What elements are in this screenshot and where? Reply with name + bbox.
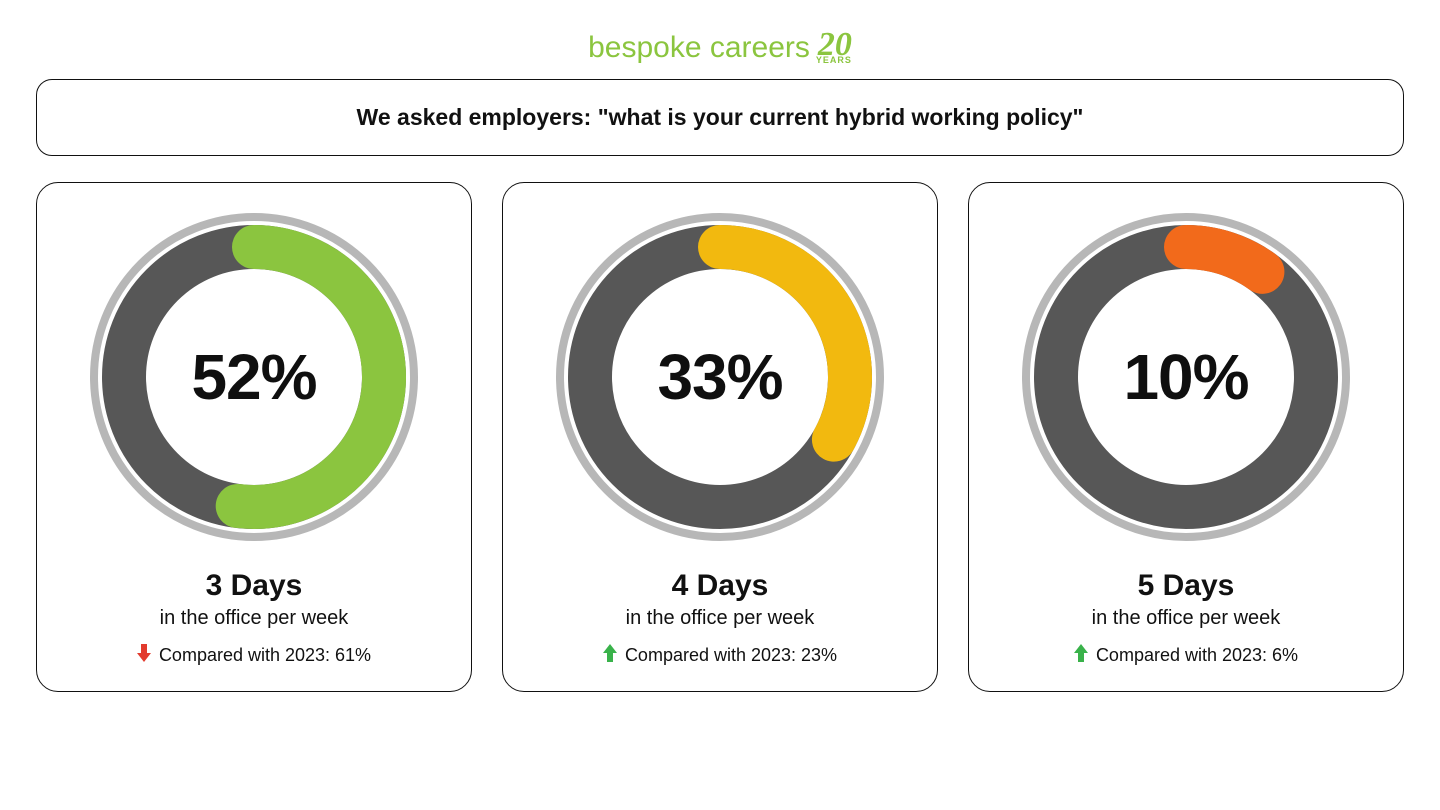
donut-center: 33%: [550, 207, 890, 547]
card-compare: Compared with 2023: 6%: [1074, 644, 1298, 667]
donut-chart: 33%: [550, 207, 890, 547]
arrow-up-icon: [1074, 644, 1088, 667]
donut-center: 10%: [1016, 207, 1356, 547]
stat-card: 52% 3 Days in the office per week Compar…: [36, 182, 472, 692]
logo-years: YEARS: [816, 56, 852, 65]
donut-percent-label: 33%: [657, 340, 782, 414]
donut-chart: 10%: [1016, 207, 1356, 547]
arrow-up-icon: [603, 644, 617, 667]
page: bespoke careers 20 YEARS We asked employ…: [0, 0, 1440, 810]
donut-percent-label: 52%: [191, 340, 316, 414]
donut-percent-label: 10%: [1123, 340, 1248, 414]
compare-text: Compared with 2023: 61%: [159, 645, 371, 666]
card-title: 4 Days: [672, 569, 769, 603]
compare-text: Compared with 2023: 6%: [1096, 645, 1298, 666]
compare-text: Compared with 2023: 23%: [625, 645, 837, 666]
card-compare: Compared with 2023: 23%: [603, 644, 837, 667]
card-compare: Compared with 2023: 61%: [137, 644, 371, 667]
title-bar: We asked employers: "what is your curren…: [36, 79, 1404, 156]
donut-chart: 52%: [84, 207, 424, 547]
stat-card: 10% 5 Days in the office per week Compar…: [968, 182, 1404, 692]
card-subtitle: in the office per week: [626, 607, 815, 630]
card-subtitle: in the office per week: [1092, 607, 1281, 630]
card-title: 3 Days: [206, 569, 303, 603]
donut-center: 52%: [84, 207, 424, 547]
card-title: 5 Days: [1138, 569, 1235, 603]
card-subtitle: in the office per week: [160, 607, 349, 630]
logo-badge: 20 YEARS: [816, 28, 852, 65]
logo-wordmark: bespoke careers: [588, 31, 810, 65]
cards-row: 52% 3 Days in the office per week Compar…: [36, 182, 1404, 692]
brand-logo: bespoke careers 20 YEARS: [588, 28, 852, 65]
arrow-down-icon: [137, 644, 151, 667]
stat-card: 33% 4 Days in the office per week Compar…: [502, 182, 938, 692]
title-text: We asked employers: "what is your curren…: [57, 104, 1383, 131]
